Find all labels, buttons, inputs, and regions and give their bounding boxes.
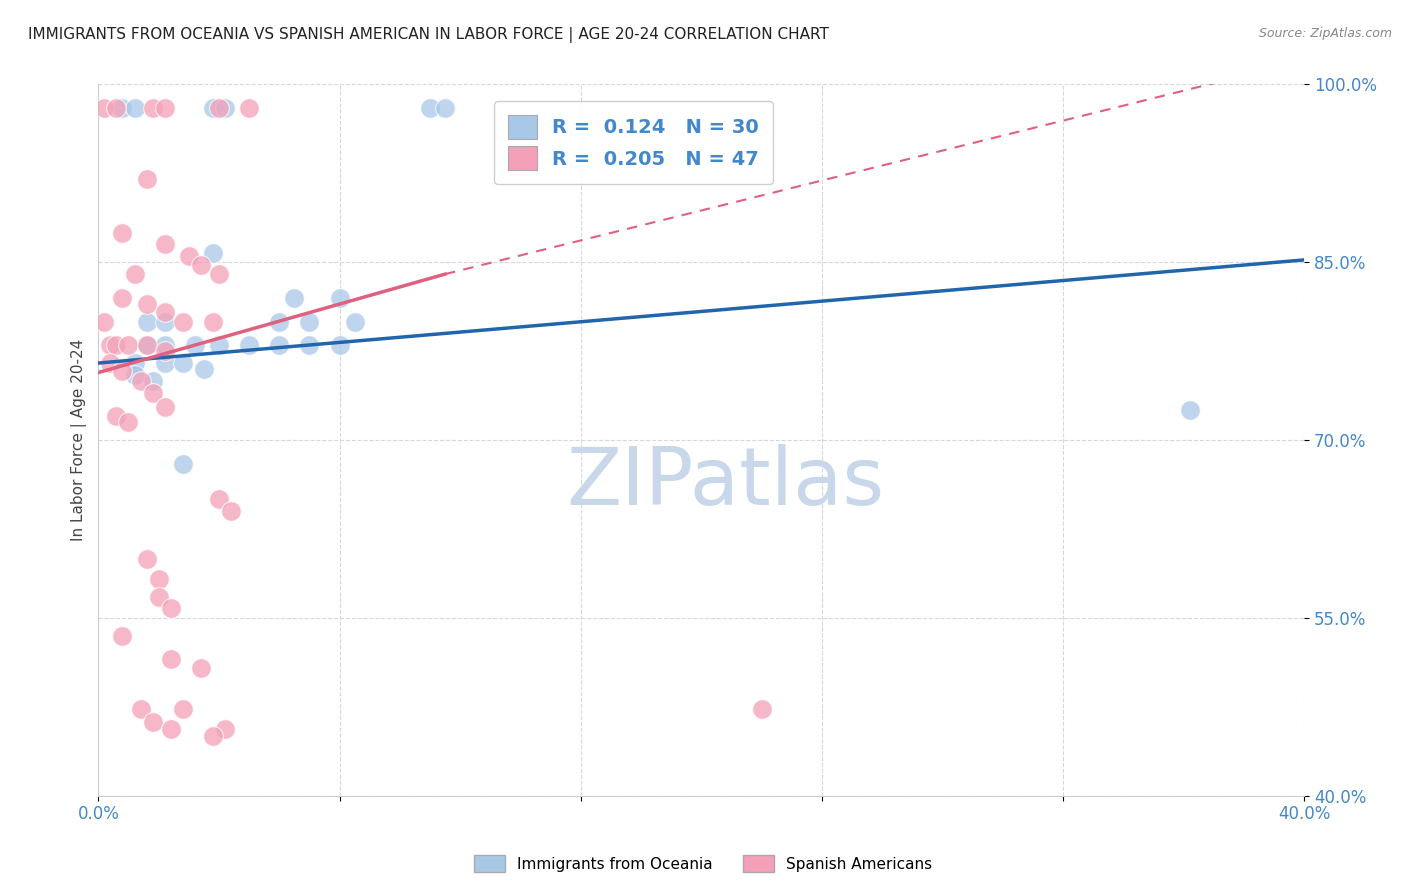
Point (129, 702, 152, 716)
Point (153, 344, 176, 359)
Text: Source: ZipAtlas.com: Source: ZipAtlas.com (1258, 27, 1392, 40)
Point (159, 652, 181, 666)
Point (111, 226, 134, 240)
Point (111, 291, 134, 305)
Point (153, 338, 176, 352)
Point (105, 101, 128, 115)
Point (208, 267, 231, 281)
Point (135, 338, 157, 352)
Point (751, 702, 773, 716)
Text: IMMIGRANTS FROM OCEANIA VS SPANISH AMERICAN IN LABOR FORCE | AGE 20-24 CORRELATI: IMMIGRANTS FROM OCEANIA VS SPANISH AMERI… (28, 27, 830, 43)
Point (153, 314, 176, 328)
Point (298, 314, 321, 328)
Point (434, 101, 457, 115)
Point (269, 314, 291, 328)
Point (201, 730, 224, 744)
Point (142, 374, 165, 388)
Legend: Immigrants from Oceania, Spanish Americans: Immigrants from Oceania, Spanish America… (467, 847, 939, 880)
Point (93, 314, 115, 328)
Point (159, 723, 181, 737)
Point (135, 172, 157, 186)
Point (208, 492, 231, 507)
Text: ZIPatlas: ZIPatlas (567, 444, 884, 522)
Point (100, 338, 122, 352)
Point (153, 101, 176, 115)
Point (124, 101, 146, 115)
Point (153, 400, 176, 414)
Point (269, 338, 291, 352)
Point (148, 590, 170, 604)
Point (153, 305, 176, 319)
Y-axis label: In Labor Force | Age 20-24: In Labor Force | Age 20-24 (72, 339, 87, 541)
Point (111, 101, 134, 115)
Point (328, 338, 350, 352)
Point (148, 572, 170, 586)
Point (193, 362, 215, 376)
Point (159, 601, 181, 615)
Point (1178, 403, 1201, 417)
Point (214, 723, 236, 737)
Point (124, 356, 146, 370)
Point (214, 101, 236, 115)
Point (135, 297, 157, 311)
Point (172, 702, 194, 716)
Point (153, 356, 176, 370)
Point (201, 101, 224, 115)
Point (135, 551, 157, 566)
Point (208, 101, 231, 115)
Point (172, 314, 194, 328)
Point (100, 356, 122, 370)
Point (201, 245, 224, 260)
Point (208, 338, 231, 352)
Point (129, 374, 152, 388)
Point (219, 504, 242, 518)
Point (328, 291, 350, 305)
Point (124, 267, 146, 281)
Point (153, 237, 176, 252)
Point (135, 314, 157, 328)
Point (111, 364, 134, 378)
Point (190, 258, 212, 272)
Point (172, 457, 194, 471)
Point (298, 338, 321, 352)
Point (142, 385, 165, 400)
Point (142, 715, 165, 730)
Point (238, 338, 260, 352)
Point (184, 338, 207, 352)
Point (238, 101, 260, 115)
Point (117, 415, 139, 429)
Point (105, 409, 128, 424)
Point (201, 314, 224, 328)
Point (419, 101, 441, 115)
Point (142, 101, 165, 115)
Point (343, 314, 366, 328)
Point (117, 338, 139, 352)
Point (124, 368, 146, 382)
Point (105, 338, 128, 352)
Legend: R =  0.124   N = 30, R =  0.205   N = 47: R = 0.124 N = 30, R = 0.205 N = 47 (494, 102, 773, 184)
Point (93, 101, 115, 115)
Point (135, 338, 157, 352)
Point (283, 291, 305, 305)
Point (111, 629, 134, 643)
Point (177, 249, 200, 263)
Point (190, 661, 212, 675)
Point (172, 356, 194, 370)
